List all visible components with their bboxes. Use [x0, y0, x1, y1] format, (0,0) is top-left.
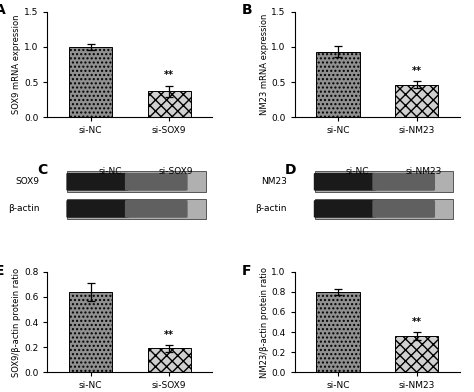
- FancyBboxPatch shape: [66, 200, 129, 218]
- Y-axis label: NM23/β-actin protein ratio: NM23/β-actin protein ratio: [260, 267, 269, 377]
- Text: C: C: [37, 163, 48, 177]
- FancyBboxPatch shape: [373, 200, 435, 218]
- Text: **: **: [164, 330, 174, 339]
- Text: F: F: [242, 263, 252, 278]
- Text: **: **: [411, 317, 421, 327]
- Bar: [67, 198, 206, 219]
- Bar: [315, 171, 453, 192]
- Bar: [317, 292, 360, 372]
- Text: β-actin: β-actin: [255, 204, 287, 213]
- Y-axis label: SOX9 mRNA expression: SOX9 mRNA expression: [12, 15, 21, 114]
- Text: A: A: [0, 3, 5, 17]
- FancyBboxPatch shape: [373, 173, 435, 191]
- Text: si-SOX9: si-SOX9: [159, 167, 193, 176]
- FancyBboxPatch shape: [314, 173, 376, 191]
- Bar: [147, 348, 191, 372]
- Text: E: E: [0, 263, 4, 278]
- Text: si-NC: si-NC: [98, 167, 122, 176]
- Bar: [67, 171, 206, 192]
- Y-axis label: SOX9/β-actin protein ratio: SOX9/β-actin protein ratio: [12, 267, 21, 377]
- FancyBboxPatch shape: [125, 173, 188, 191]
- Bar: [147, 91, 191, 117]
- FancyBboxPatch shape: [66, 173, 129, 191]
- Text: si-NC: si-NC: [346, 167, 369, 176]
- Text: β-actin: β-actin: [8, 204, 39, 213]
- Text: si-NM23: si-NM23: [405, 167, 442, 176]
- Text: **: **: [411, 66, 421, 76]
- Y-axis label: NM23 mRNA expression: NM23 mRNA expression: [260, 14, 269, 115]
- Bar: [69, 47, 112, 117]
- Bar: [317, 52, 360, 117]
- Bar: [69, 292, 112, 372]
- Bar: [315, 198, 453, 219]
- Text: NM23: NM23: [261, 177, 287, 186]
- FancyBboxPatch shape: [314, 200, 376, 218]
- Text: D: D: [285, 163, 296, 177]
- Text: SOX9: SOX9: [15, 177, 39, 186]
- Text: B: B: [242, 3, 253, 17]
- Bar: [395, 336, 438, 372]
- Text: **: **: [164, 71, 174, 80]
- Bar: [395, 85, 438, 117]
- FancyBboxPatch shape: [125, 200, 188, 218]
